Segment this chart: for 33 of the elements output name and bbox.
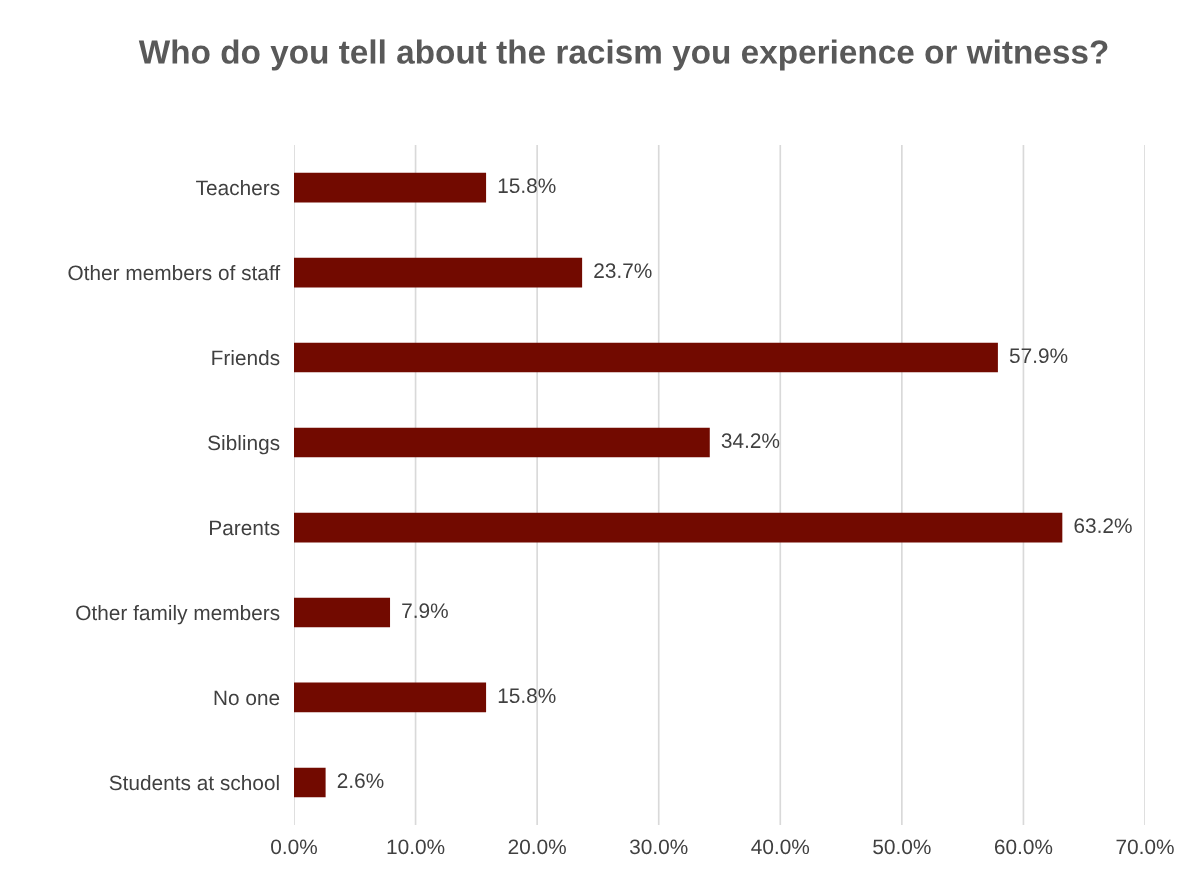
bar <box>294 427 710 458</box>
x-tick-label: 30.0% <box>629 839 688 855</box>
y-tick-label: Friends <box>212 349 280 366</box>
x-tick-label: 10.0% <box>387 839 445 855</box>
x-tick-label: 40.0% <box>751 839 810 855</box>
y-tick-label: Parents <box>210 520 280 536</box>
data-label: 23.7% <box>594 263 652 279</box>
bar <box>294 172 487 203</box>
data-label: 15.8% <box>498 178 556 194</box>
y-tick-label: Students at school <box>109 774 279 791</box>
x-tick-label: 70.0% <box>1116 839 1174 855</box>
y-tick-label: Teachers <box>196 179 280 196</box>
data-label: 7.9% <box>402 603 448 619</box>
bar <box>294 767 326 798</box>
bar <box>294 597 391 628</box>
bar <box>294 342 998 373</box>
data-label: 2.6% <box>337 773 384 789</box>
bar <box>294 512 1063 543</box>
data-label: 15.8% <box>498 688 556 704</box>
chart-title: Who do you tell about the racism you experience or witness? <box>138 39 1108 71</box>
bar <box>294 682 487 713</box>
data-label: 34.2% <box>721 433 780 449</box>
x-tick-label: 20.0% <box>508 839 566 855</box>
data-label: 63.2% <box>1074 518 1132 534</box>
x-tick-label: 50.0% <box>873 839 931 855</box>
y-tick-label: Siblings <box>208 434 280 455</box>
x-tick-label: 0.0% <box>271 839 317 855</box>
y-tick-label: Other family members <box>76 604 280 625</box>
bar <box>294 257 583 288</box>
x-tick-label: 60.0% <box>994 839 1053 855</box>
y-tick-label: Other members of staff <box>68 264 281 281</box>
data-label: 57.9% <box>1009 348 1068 364</box>
y-tick-label: No one <box>214 690 280 706</box>
